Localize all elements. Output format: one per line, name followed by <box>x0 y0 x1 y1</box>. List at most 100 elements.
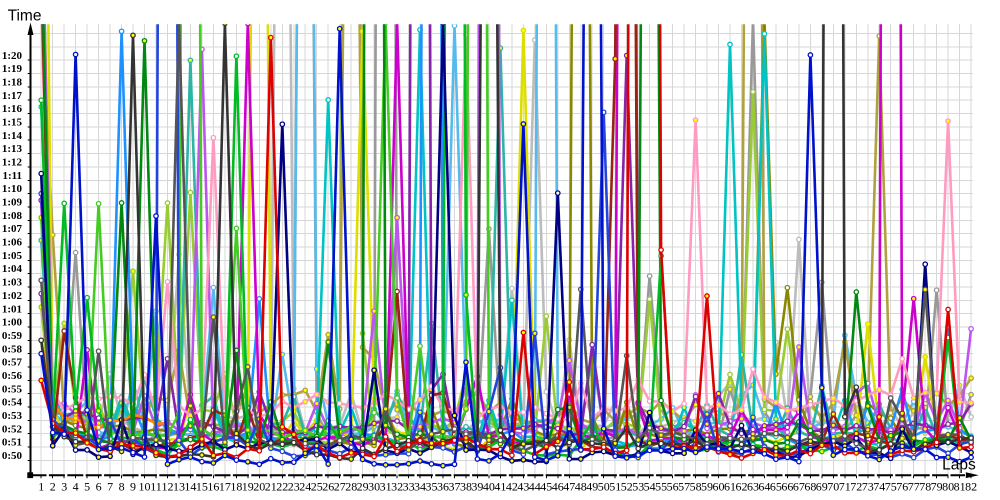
svg-text:77: 77 <box>908 480 920 494</box>
svg-text:18: 18 <box>230 480 242 494</box>
svg-text:15: 15 <box>196 480 208 494</box>
svg-text:0:56: 0:56 <box>2 370 23 382</box>
svg-text:1:10: 1:10 <box>2 183 23 195</box>
svg-text:22: 22 <box>276 480 288 494</box>
svg-text:52: 52 <box>621 480 633 494</box>
svg-text:70: 70 <box>827 480 839 494</box>
svg-text:54: 54 <box>644 480 656 494</box>
svg-text:1: 1 <box>38 480 44 494</box>
svg-text:60: 60 <box>713 480 725 494</box>
svg-text:Time: Time <box>8 7 42 24</box>
svg-text:21: 21 <box>265 480 277 494</box>
svg-text:55: 55 <box>655 480 667 494</box>
svg-text:1:12: 1:12 <box>2 157 23 169</box>
svg-text:46: 46 <box>552 480 564 494</box>
svg-text:42: 42 <box>506 480 518 494</box>
svg-text:1:08: 1:08 <box>2 210 23 222</box>
svg-text:31: 31 <box>380 480 392 494</box>
svg-text:49: 49 <box>586 480 598 494</box>
svg-text:82: 82 <box>965 480 977 494</box>
svg-text:81: 81 <box>954 480 966 494</box>
svg-text:13: 13 <box>173 480 185 494</box>
svg-text:3: 3 <box>61 480 67 494</box>
svg-text:0:52: 0:52 <box>2 423 23 435</box>
svg-text:79: 79 <box>931 480 943 494</box>
svg-text:71: 71 <box>839 480 851 494</box>
svg-text:72: 72 <box>850 480 862 494</box>
svg-text:56: 56 <box>667 480 679 494</box>
svg-text:27: 27 <box>334 480 346 494</box>
svg-text:73: 73 <box>862 480 874 494</box>
svg-text:1:02: 1:02 <box>2 290 23 302</box>
svg-text:40: 40 <box>483 480 495 494</box>
svg-text:0:51: 0:51 <box>2 437 22 449</box>
svg-text:28: 28 <box>345 480 357 494</box>
svg-text:26: 26 <box>322 480 334 494</box>
svg-text:59: 59 <box>701 480 713 494</box>
svg-text:44: 44 <box>529 480 541 494</box>
svg-text:43: 43 <box>517 480 529 494</box>
svg-text:14: 14 <box>184 480 196 494</box>
svg-text:1:11: 1:11 <box>2 170 22 182</box>
svg-text:11: 11 <box>150 480 162 494</box>
svg-text:9: 9 <box>130 480 136 494</box>
svg-text:65: 65 <box>770 480 782 494</box>
svg-text:36: 36 <box>437 480 449 494</box>
svg-text:7: 7 <box>107 480 113 494</box>
svg-text:34: 34 <box>414 480 426 494</box>
svg-text:0:53: 0:53 <box>2 410 23 422</box>
svg-text:12: 12 <box>162 480 174 494</box>
svg-text:1:05: 1:05 <box>2 250 23 262</box>
svg-text:45: 45 <box>540 480 552 494</box>
svg-text:8: 8 <box>119 480 125 494</box>
svg-text:41: 41 <box>494 480 506 494</box>
svg-text:35: 35 <box>426 480 438 494</box>
svg-text:24: 24 <box>299 480 311 494</box>
svg-text:47: 47 <box>563 480 575 494</box>
svg-text:0:57: 0:57 <box>2 357 23 369</box>
svg-text:4: 4 <box>73 480 79 494</box>
svg-text:67: 67 <box>793 480 805 494</box>
svg-text:23: 23 <box>288 480 300 494</box>
svg-text:1:07: 1:07 <box>2 223 23 235</box>
svg-text:74: 74 <box>873 480 885 494</box>
svg-text:32: 32 <box>391 480 403 494</box>
svg-text:0:58: 0:58 <box>2 343 23 355</box>
svg-text:48: 48 <box>575 480 587 494</box>
svg-text:61: 61 <box>724 480 736 494</box>
svg-text:1:00: 1:00 <box>2 317 23 329</box>
svg-text:16: 16 <box>207 480 219 494</box>
svg-text:1:14: 1:14 <box>2 130 23 142</box>
svg-text:0:59: 0:59 <box>2 330 23 342</box>
svg-text:75: 75 <box>885 480 897 494</box>
svg-text:1:06: 1:06 <box>2 237 23 249</box>
svg-text:1:19: 1:19 <box>2 63 23 75</box>
svg-text:66: 66 <box>781 480 793 494</box>
svg-text:19: 19 <box>242 480 254 494</box>
svg-text:10: 10 <box>139 480 151 494</box>
svg-text:29: 29 <box>357 480 369 494</box>
svg-text:39: 39 <box>471 480 483 494</box>
svg-text:76: 76 <box>896 480 908 494</box>
svg-text:78: 78 <box>919 480 931 494</box>
svg-text:6: 6 <box>96 480 102 494</box>
svg-text:1:18: 1:18 <box>2 77 23 89</box>
svg-text:17: 17 <box>219 480 231 494</box>
svg-text:69: 69 <box>816 480 828 494</box>
svg-text:0:50: 0:50 <box>2 450 23 462</box>
svg-text:80: 80 <box>942 480 954 494</box>
svg-text:1:09: 1:09 <box>2 197 23 209</box>
svg-text:20: 20 <box>253 480 265 494</box>
svg-text:57: 57 <box>678 480 690 494</box>
svg-text:25: 25 <box>311 480 323 494</box>
svg-text:50: 50 <box>598 480 610 494</box>
svg-text:38: 38 <box>460 480 472 494</box>
svg-text:1:15: 1:15 <box>2 117 23 129</box>
svg-text:58: 58 <box>690 480 702 494</box>
svg-text:68: 68 <box>804 480 816 494</box>
svg-text:37: 37 <box>449 480 461 494</box>
svg-text:1:04: 1:04 <box>2 263 23 275</box>
svg-text:0:54: 0:54 <box>2 397 23 409</box>
svg-text:30: 30 <box>368 480 380 494</box>
svg-text:33: 33 <box>403 480 415 494</box>
